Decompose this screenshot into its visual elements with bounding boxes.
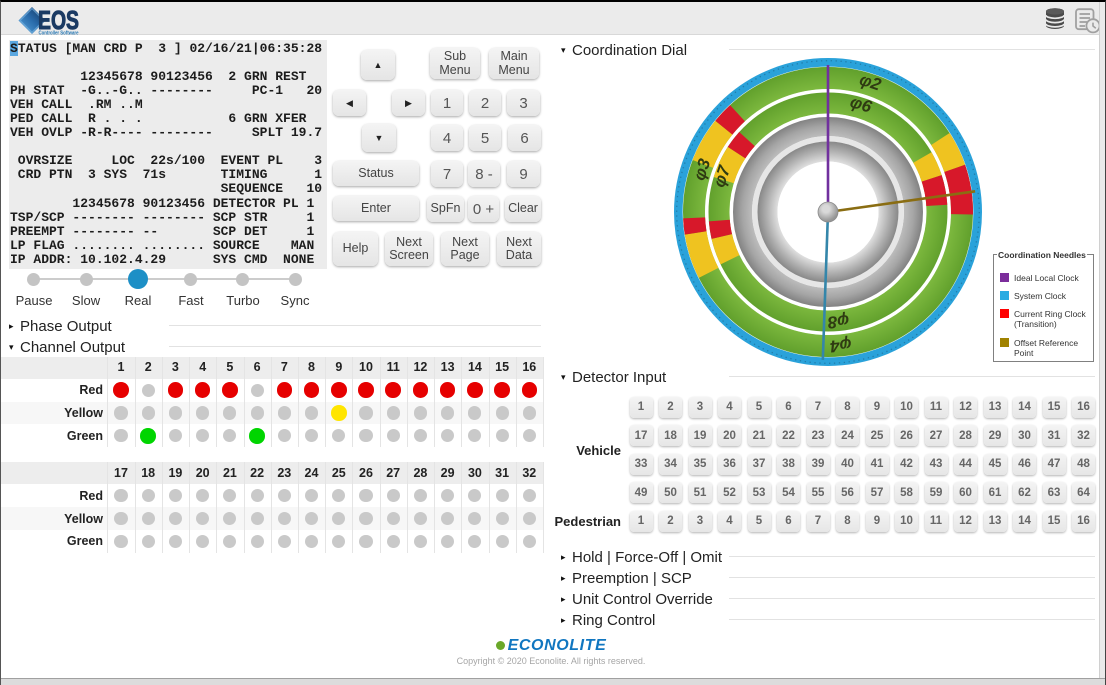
svg-text:EOS: EOS	[38, 5, 79, 35]
svg-text:φ4: φ4	[829, 335, 853, 356]
svg-text:φ8: φ8	[826, 311, 850, 332]
svg-text:Controller Software: Controller Software	[39, 31, 79, 37]
